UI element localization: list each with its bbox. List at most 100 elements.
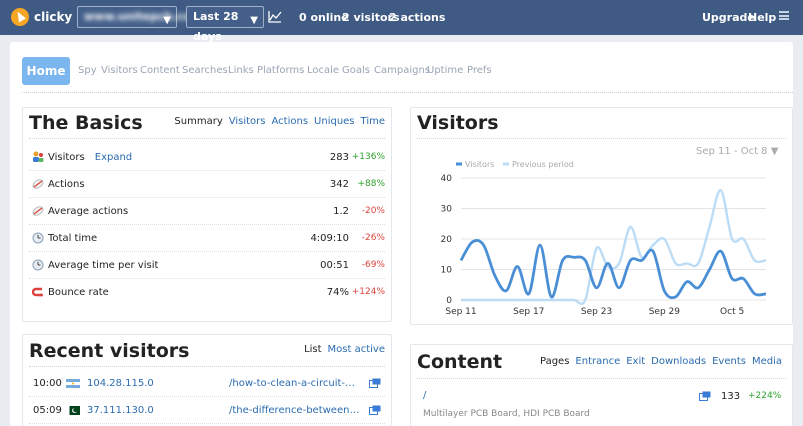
- expand-link[interactable]: Expand: [94, 152, 133, 163]
- clock-icon: [32, 259, 44, 271]
- visitors-title: Visitors: [417, 112, 499, 134]
- tab-summary[interactable]: Summary: [174, 116, 223, 127]
- site-selector[interactable]: www.unitepcb.co ▼: [77, 6, 191, 28]
- stat-change-actions: +88%: [357, 179, 385, 189]
- average-actions-icon: [32, 206, 44, 216]
- content-page-change: +224%: [748, 391, 782, 401]
- divider: [417, 378, 786, 379]
- nav-goals[interactable]: Goals: [342, 65, 370, 76]
- y-tick-label: 0: [446, 296, 452, 306]
- content-title: Content: [417, 351, 503, 373]
- stat-label-visitors: Visitors: [48, 152, 85, 163]
- visitors-panel: Visitors Sep 11 - Oct 8 ▼ 0 10 20 30 40 Sep 1…: [410, 107, 793, 325]
- y-tick-label: 30: [441, 205, 453, 215]
- stat-row-visitors: Visitors Expand 283 +136%: [29, 144, 385, 171]
- y-tick-label: 10: [441, 266, 453, 276]
- nav-spy[interactable]: Spy: [78, 65, 97, 76]
- nav-platforms[interactable]: Platforms: [257, 65, 305, 76]
- stat-row-actions: Actions 342 +88%: [29, 171, 385, 198]
- stat-change-total-time: -26%: [361, 233, 385, 243]
- nav-prefs[interactable]: Prefs: [467, 65, 492, 76]
- series-line-previous-period: [461, 188, 767, 305]
- nav-visitors[interactable]: Visitors: [101, 65, 138, 76]
- online-count[interactable]: 0 online: [299, 11, 349, 24]
- actions-count[interactable]: 2 actions: [389, 11, 446, 24]
- nav-uptime[interactable]: Uptime: [427, 65, 464, 76]
- stat-row-bounce-rate: Bounce rate 74% +124%: [29, 279, 385, 306]
- stat-label-bounce-rate: Bounce rate: [48, 287, 109, 298]
- logo-text[interactable]: clicky: [34, 10, 73, 24]
- nav-locale[interactable]: Locale: [307, 65, 340, 76]
- divider: [29, 366, 385, 367]
- tab-actions[interactable]: Actions: [271, 116, 309, 127]
- stat-value-average-time: 00:51: [320, 260, 349, 271]
- recent-visitors-tabs: List Most active: [298, 344, 385, 355]
- tab-events[interactable]: Events: [712, 356, 746, 367]
- stat-value-actions: 342: [329, 179, 349, 190]
- content-tabs: Pages Entrance Exit Downloads Events Media: [534, 356, 782, 367]
- argentina-flag-icon: [66, 379, 80, 388]
- tab-entrance[interactable]: Entrance: [575, 356, 621, 367]
- x-tick-label: Sep 23: [581, 307, 612, 317]
- tab-exit[interactable]: Exit: [626, 356, 646, 367]
- visitor-row[interactable]: 05:09 37.111.130.0 /the-difference-betwe…: [29, 398, 385, 424]
- visitor-page-link[interactable]: /the-difference-between-single: [229, 405, 361, 416]
- stat-value-visitors: 283: [329, 152, 349, 163]
- actions-window-icon[interactable]: [369, 378, 381, 388]
- help-link[interactable]: Help: [748, 11, 777, 24]
- nav-campaigns[interactable]: Campaigns: [374, 65, 431, 76]
- tab-downloads[interactable]: Downloads: [651, 356, 707, 367]
- recent-visitors-panel: Recent visitors List Most active 10:00 10…: [22, 334, 392, 426]
- content-page-value: 133: [721, 391, 741, 402]
- visitors-count[interactable]: 2 visitors: [342, 11, 400, 24]
- visitors-line-chart: 0 10 20 30 40 Sep 11 Sep 17 Sep 23 Sep 29 Oct 5 Vi…: [441, 160, 767, 317]
- stat-row-total-time: Total time 4:09:10 -26%: [29, 225, 385, 252]
- tab-pages[interactable]: Pages: [540, 356, 570, 367]
- top-bar: clicky www.unitepcb.co ▼ Last 28 days ▼ …: [0, 0, 803, 43]
- actions-icon: [32, 179, 44, 189]
- date-range-label: Last 28 days: [193, 10, 239, 43]
- nav-links[interactable]: Links: [228, 65, 254, 76]
- actions-window-icon[interactable]: [699, 391, 711, 401]
- stat-row-average-actions: Average actions 1.2 -20%: [29, 198, 385, 225]
- tab-most-active[interactable]: Most active: [327, 344, 385, 355]
- tab-time[interactable]: Time: [360, 116, 385, 127]
- clock-icon: [32, 232, 44, 244]
- tab-list[interactable]: List: [304, 344, 322, 355]
- hamburger-menu-icon[interactable]: [779, 11, 789, 20]
- main-content: Home Spy Visitors Content Searches Links…: [10, 42, 793, 426]
- tab-media[interactable]: Media: [751, 356, 782, 367]
- nav-home[interactable]: Home: [22, 57, 70, 85]
- y-tick-label: 40: [441, 174, 453, 184]
- chevron-down-icon: ▼: [163, 15, 171, 26]
- bounce-icon: [32, 287, 44, 297]
- content-page-link[interactable]: /: [423, 390, 427, 401]
- visitor-page-link[interactable]: /how-to-clean-a-circuit-board: [229, 378, 361, 389]
- basics-panel: The Basics Summary Visitors Actions Uniques…: [22, 107, 392, 322]
- stat-row-average-time: Average time per visit 00:51 -69%: [29, 252, 385, 279]
- trend-chart-icon[interactable]: [268, 10, 282, 23]
- actions-window-icon[interactable]: [369, 405, 381, 415]
- series-line-visitors: [459, 239, 767, 300]
- visitor-row[interactable]: 10:00 104.28.115.0 /how-to-clean-a-circu…: [29, 371, 385, 397]
- section-nav: Home Spy Visitors Content Searches Links…: [22, 57, 793, 93]
- chart-date-range[interactable]: Sep 11 - Oct 8 ▼: [696, 146, 779, 157]
- x-tick-label: Sep 17: [513, 307, 544, 317]
- recent-visitors-title: Recent visitors: [29, 340, 190, 362]
- visitor-ip-link[interactable]: 104.28.115.0: [87, 378, 154, 389]
- visit-time: 10:00: [33, 378, 62, 389]
- pakistan-flag-icon: [66, 406, 80, 415]
- upgrade-link[interactable]: Upgrade: [702, 11, 755, 24]
- nav-content[interactable]: Content: [140, 65, 180, 76]
- visitor-ip-link[interactable]: 37.111.130.0: [87, 405, 154, 416]
- tab-uniques[interactable]: Uniques: [314, 116, 355, 127]
- tab-visitors[interactable]: Visitors: [228, 116, 266, 127]
- nav-searches[interactable]: Searches: [182, 65, 228, 76]
- stat-label-average-time: Average time per visit: [48, 260, 159, 271]
- x-tick-label: Sep 29: [649, 307, 681, 317]
- stat-change-average-actions: -20%: [361, 206, 385, 216]
- legend-label: Previous period: [512, 160, 574, 169]
- date-range-selector[interactable]: Last 28 days ▼: [186, 6, 264, 43]
- legend-label: Visitors: [465, 160, 494, 169]
- clicky-logo-icon[interactable]: [11, 8, 29, 26]
